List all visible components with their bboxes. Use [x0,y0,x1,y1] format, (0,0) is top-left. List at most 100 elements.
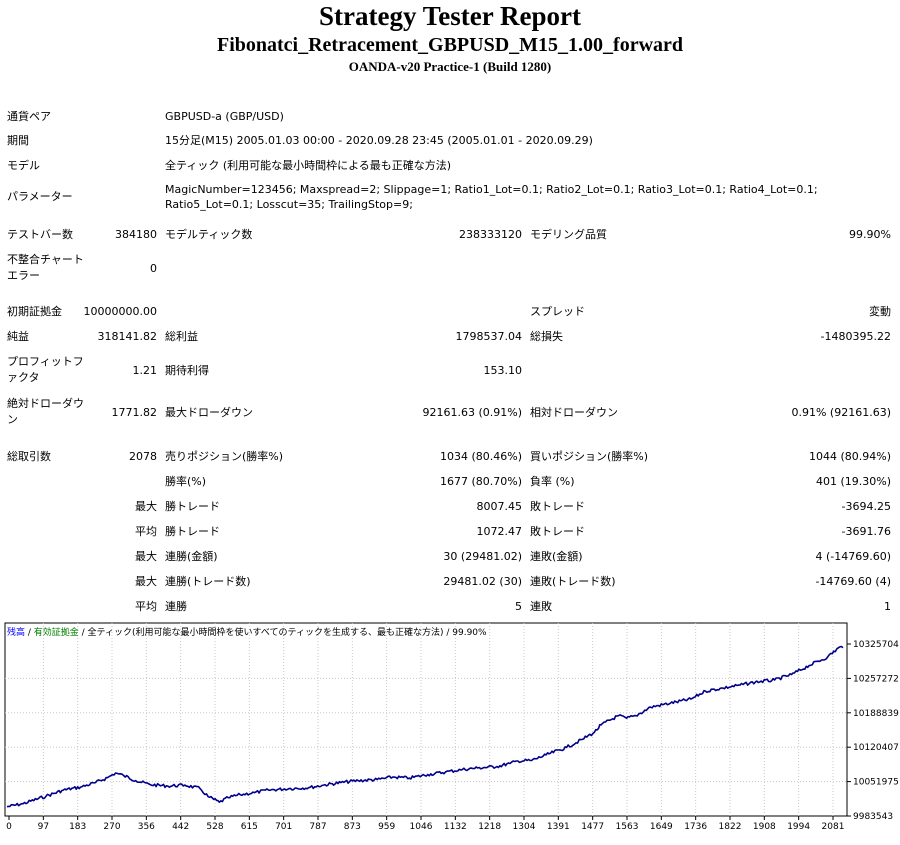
win-rate-label: 勝率(%) [165,475,207,488]
x-tick-label: 183 [69,822,86,832]
loss-rate-value: 401 (19.30%) [815,475,891,488]
legend-separator: / [25,628,34,638]
x-tick-label: 787 [309,822,326,832]
quality-value: 99.90% [849,228,891,241]
x-tick-label: 1477 [581,822,604,832]
mismatch-label: 不整合チャートエラー [7,253,84,282]
params-value: MagicNumber=123456; Maxspread=2; Slippag… [165,183,818,211]
net-value: 318141.82 [97,330,158,343]
x-tick-label: 1908 [753,822,776,832]
balance-chart: 10325704 10257272 10188839 10120407 10051975… [4,622,900,842]
params-label: パラメーター [7,190,73,203]
report-build: OANDA-v20 Practice-1 (Build 1280) [348,59,552,74]
gross-profit-value: 1798537.04 [455,330,522,343]
net-label: 純益 [7,330,29,343]
expected-payoff-value: 153.10 [483,364,523,377]
consec-losses-value: 4 (-14769.60) [815,550,891,563]
consec-losses-label: 連敗(金額) [530,550,583,563]
largest-win-value: 8007.45 [476,500,523,513]
consec-loss-value: -14769.60 (4) [815,575,891,588]
x-tick-label: 1218 [478,822,501,832]
x-tick-label: 1132 [444,822,467,832]
plot-area [4,622,848,817]
x-tick-label: 873 [344,822,361,832]
x-tick-label: 701 [275,822,292,832]
avg-consec-wins-value: 5 [515,600,522,613]
consec-wins-label: 連勝(金額) [165,550,218,563]
profit-factor-value: 1.21 [132,364,158,377]
max-drawdown-label: 最大ドローダウン [165,406,253,419]
largest-loss-label: 敗トレード [530,500,585,513]
model-value: 全ティック (利用可能な最小時間枠による最も正確な方法) [165,159,452,172]
expected-payoff-label: 期待利得 [165,364,209,377]
period-value: 15分足(M15) 2005.01.03 00:00 - 2020.09.28 … [165,134,593,147]
consec-wins-value: 30 (29481.02) [443,550,522,563]
x-tick-label: 1563 [616,822,639,832]
largest-loss-value: -3694.25 [841,500,891,513]
mismatch-value: 0 [150,262,157,275]
avg-consec-losses-value: 1 [884,600,891,613]
x-tick-label: 442 [172,822,189,832]
bars-value: 384180 [115,228,157,241]
largest-prefix: 最大 [135,500,157,513]
avg-consec-prefix: 平均 [135,600,157,613]
total-trades-value: 2078 [129,450,157,463]
profit-factor-label: プロフィットファクタ [7,355,84,384]
max-drawdown-value: 92161.63 (0.91%) [422,406,522,419]
largest-win-label: 勝トレード [165,500,220,513]
x-tick-label: 959 [378,822,395,832]
gross-profit-label: 総利益 [165,330,198,343]
gross-loss-label: 総損失 [530,330,563,343]
x-tick-label: 1391 [547,822,570,832]
quality-label: モデリング品質 [530,228,607,241]
x-tick-label: 1304 [513,822,536,832]
spread-value: 変動 [869,305,891,318]
x-tick-label: 0 [6,822,12,832]
bars-label: テストバー数 [7,228,73,241]
y-tick-label: 10120407 [853,743,899,753]
x-tick-label: 270 [103,822,120,832]
legend-equity: 有効証拠金 [33,628,79,638]
y-tick-label: 10257272 [853,674,899,684]
x-tick-label: 97 [38,822,49,832]
long-positions-label: 買いポジション(勝率%) [530,450,649,463]
max-consec2-prefix: 最大 [135,575,157,588]
avg-win-value: 1072.47 [476,525,523,538]
x-tick-label: 615 [241,822,258,832]
x-tick-label: 528 [206,822,223,832]
rel-drawdown-value: 0.91% (92161.63) [791,406,891,419]
consec-profit-value: 29481.02 (30) [443,575,522,588]
consec-loss-label: 連敗(トレード数) [530,575,616,588]
x-tick-label: 2081 [822,822,845,832]
pair-value: GBPUSD-a (GBP/USD) [165,110,284,123]
loss-rate-label: 負率 (%) [530,475,575,488]
avg-loss-label: 敗トレード [530,525,585,538]
avg-win-label: 勝トレード [165,525,220,538]
short-positions-label: 売りポジション(勝率%) [165,450,284,463]
balance-line [6,645,844,808]
average-prefix: 平均 [135,525,157,538]
report-title: Strategy Tester Report [319,1,581,31]
y-tick-label: 10325704 [853,640,899,650]
win-rate-value: 1677 (80.70%) [439,475,522,488]
pair-label: 通貨ペア [7,110,51,123]
abs-drawdown-label: 絶対ドローダウン [7,397,84,426]
avg-consec-wins-label: 連勝 [165,600,187,613]
legend-balance: 残高 [7,628,26,638]
total-trades-label: 総取引数 [7,450,51,463]
avg-loss-value: -3691.76 [841,525,891,538]
x-tick-label: 1994 [787,822,810,832]
rel-drawdown-label: 相対ドローダウン [530,406,618,419]
short-positions-value: 1034 (80.46%) [439,450,522,463]
long-positions-value: 1044 (80.94%) [808,450,891,463]
y-tick-label: 10188839 [853,709,899,719]
abs-drawdown-value: 1771.82 [111,406,158,419]
period-label: 期間 [7,134,29,147]
model-label: モデル [7,159,40,172]
x-tick-label: 1046 [410,822,433,832]
x-tick-label: 1822 [719,822,742,832]
gross-loss-value: -1480395.22 [820,330,891,343]
deposit-label: 初期証拠金 [7,305,62,318]
legend-model-info: / 全ティック(利用可能な最小時間枠を使いすべてのティックを生成する、最も正確な… [78,628,487,638]
deposit-value: 10000000.00 [83,305,157,318]
